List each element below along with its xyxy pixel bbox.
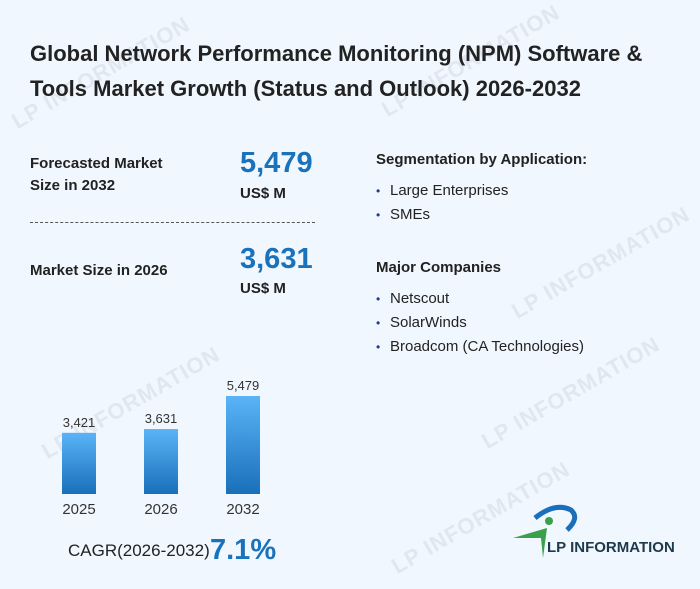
bullet-icon: • xyxy=(376,316,381,330)
current-value: 3,631 xyxy=(240,243,313,275)
divider xyxy=(30,222,315,223)
cagr-value: 7.1% xyxy=(210,534,277,566)
data-label: 5,479 xyxy=(227,378,260,393)
logo-icon xyxy=(513,504,578,558)
x-tick-label: 2026 xyxy=(144,501,177,518)
list-item: • SolarWinds xyxy=(376,311,584,335)
list-item: • Broadcom (CA Technologies) xyxy=(376,335,584,359)
bullet-icon: • xyxy=(376,184,381,198)
item-label: Large Enterprises xyxy=(390,182,509,199)
bar-2032 xyxy=(226,396,260,494)
list-item: • Large Enterprises xyxy=(376,179,508,203)
current-unit: US$ M xyxy=(240,280,286,297)
segmentation-heading: Segmentation by Application: xyxy=(376,151,588,168)
bullet-icon: • xyxy=(376,340,381,354)
current-label: Market Size in 2026 xyxy=(30,262,168,279)
segmentation-list: • Large Enterprises • SMEs xyxy=(376,179,508,227)
companies-heading: Major Companies xyxy=(376,259,502,276)
item-label: Broadcom (CA Technologies) xyxy=(390,338,584,355)
data-label: 3,631 xyxy=(145,411,178,426)
lp-information-logo: LP INFORMATION xyxy=(505,500,675,560)
companies-list: • Netscout • SolarWinds • Broadcom (CA Tech… xyxy=(376,287,584,359)
page-title: Global Network Performance Monitoring (N… xyxy=(30,41,643,101)
x-tick-label: 2032 xyxy=(226,501,259,518)
forecast-label: Forecasted Market Size in 2032 xyxy=(30,155,163,194)
bar-chart: 3,421 2025 3,631 2026 5,479 2032 xyxy=(62,378,260,518)
forecast-unit: US$ M xyxy=(240,185,286,202)
x-tick-label: 2025 xyxy=(62,501,95,518)
item-label: Netscout xyxy=(390,290,450,307)
data-label: 3,421 xyxy=(63,415,96,430)
forecast-value: 5,479 xyxy=(240,147,313,179)
item-label: SMEs xyxy=(390,206,431,223)
bullet-icon: • xyxy=(376,292,381,306)
bar-2025 xyxy=(62,432,96,494)
logo-text: LP INFORMATION xyxy=(547,539,675,556)
list-item: • Netscout xyxy=(376,287,584,311)
bullet-icon: • xyxy=(376,208,381,222)
item-label: SolarWinds xyxy=(390,314,467,331)
list-item: • SMEs xyxy=(376,203,508,227)
bar-2026 xyxy=(144,429,178,494)
cagr-label: CAGR(2026-2032) xyxy=(68,541,210,560)
